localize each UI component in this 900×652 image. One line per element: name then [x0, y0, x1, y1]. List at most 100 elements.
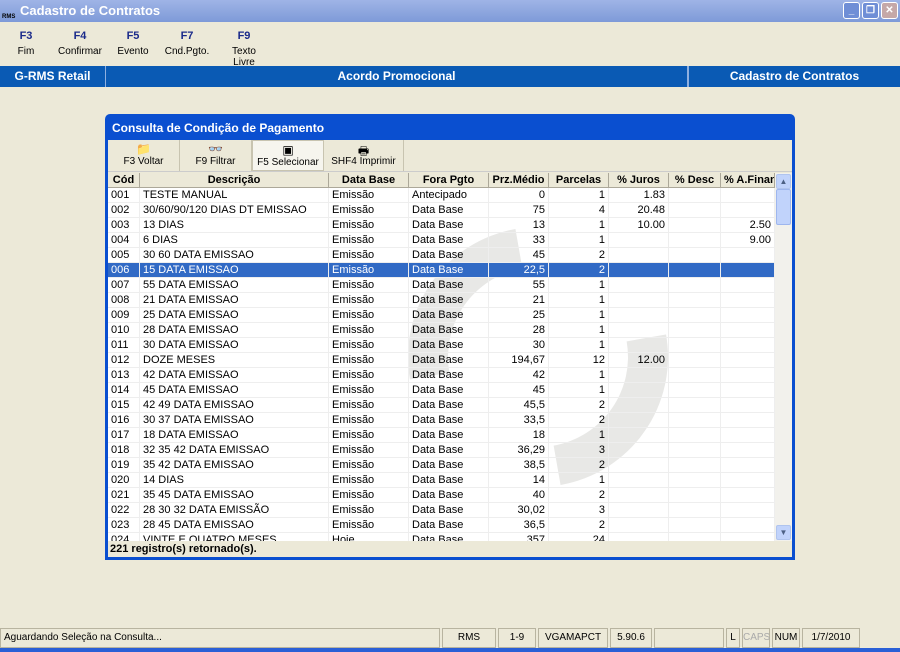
taskbar: [0, 648, 900, 652]
cell-a-finan: [721, 353, 775, 368]
column-header-parcelas[interactable]: Parcelas: [549, 173, 609, 188]
cell-prz-medio: 33,5: [489, 413, 549, 428]
table-row[interactable]: 010 28 DATA EMISSAO Emissão Data Base 28 1: [108, 323, 775, 338]
cell-parcelas: 1: [549, 428, 609, 443]
table-row[interactable]: 011 30 DATA EMISSAO Emissão Data Base 30 1: [108, 338, 775, 353]
table-row[interactable]: 019 35 42 DATA EMISSAO Emissão Data Base 38,…: [108, 458, 775, 473]
cell-parcelas: 1: [549, 368, 609, 383]
column-header-cod[interactable]: Cód: [108, 173, 140, 188]
cell-parcelas: 1: [549, 293, 609, 308]
scroll-thumb[interactable]: [776, 189, 791, 225]
cell-data-base: Emissão: [329, 188, 409, 203]
fkey-label: Cnd.Pgto.: [164, 46, 210, 57]
cell-descricao: 45 DATA EMISSAO: [140, 383, 329, 398]
cell-data-base: Emissão: [329, 338, 409, 353]
table-row[interactable]: 012 DOZE MESES Emissão Data Base 194,67 12 12.…: [108, 353, 775, 368]
column-header-data-base[interactable]: Data Base: [329, 173, 409, 188]
cell-cod: 017: [108, 428, 140, 443]
cell-fora-pgto: Data Base: [409, 473, 489, 488]
column-header-prz-medio[interactable]: Prz.Médio: [489, 173, 549, 188]
cell-descricao: 42 DATA EMISSAO: [140, 368, 329, 383]
fkey-label: Texto Livre: [232, 46, 256, 68]
cell-parcelas: 2: [549, 398, 609, 413]
fkey-cnd-pgto[interactable]: F7 Cnd.Pgto.: [158, 30, 216, 68]
cell-desc: [669, 248, 721, 263]
table-row[interactable]: 015 42 49 DATA EMISSAO Emissão Data Base 45,…: [108, 398, 775, 413]
table-row[interactable]: 020 14 DIAS Emissão Data Base 14 1: [108, 473, 775, 488]
table-row[interactable]: 014 45 DATA EMISSAO Emissão Data Base 45 1: [108, 383, 775, 398]
fkey-fim[interactable]: F3 Fim: [0, 30, 52, 68]
fkey-texto-livre[interactable]: F9 Texto Livre: [216, 30, 272, 68]
close-button[interactable]: ✕: [881, 2, 898, 19]
table-row[interactable]: 001 TESTE MANUAL Emissão Antecipado 0 1 1.83: [108, 188, 775, 203]
voltar-button[interactable]: 📁 F3 Voltar: [108, 140, 180, 171]
cell-fora-pgto: Data Base: [409, 503, 489, 518]
table-row[interactable]: 013 42 DATA EMISSAO Emissão Data Base 42 1: [108, 368, 775, 383]
filtrar-button[interactable]: 👓 F9 Filtrar: [180, 140, 252, 171]
cell-a-finan: [721, 518, 775, 533]
cell-prz-medio: 18: [489, 428, 549, 443]
column-header-descricao[interactable]: Descrição: [140, 173, 329, 188]
table-row[interactable]: 002 30/60/90/120 DIAS DT EMISSAO Emissão Da…: [108, 203, 775, 218]
context-system: G-RMS Retail: [0, 66, 106, 87]
table-row[interactable]: 016 30 37 DATA EMISSAO Emissão Data Base 33,…: [108, 413, 775, 428]
cell-fora-pgto: Data Base: [409, 233, 489, 248]
cell-juros: [609, 413, 669, 428]
column-header-juros[interactable]: % Juros: [609, 173, 669, 188]
cell-parcelas: 1: [549, 308, 609, 323]
cell-cod: 005: [108, 248, 140, 263]
table-row[interactable]: 009 25 DATA EMISSAO Emissão Data Base 25 1: [108, 308, 775, 323]
cell-descricao: 25 DATA EMISSAO: [140, 308, 329, 323]
cell-cod: 024: [108, 533, 140, 541]
column-header-a-finan[interactable]: % A.Finan: [721, 173, 775, 188]
table-row[interactable]: 018 32 35 42 DATA EMISSAO Emissão Data Base…: [108, 443, 775, 458]
cell-descricao: 55 DATA EMISSAO: [140, 278, 329, 293]
cell-cod: 012: [108, 353, 140, 368]
minimize-button[interactable]: _: [843, 2, 860, 19]
cell-desc: [669, 428, 721, 443]
cell-cod: 004: [108, 233, 140, 248]
cell-descricao: DOZE MESES: [140, 353, 329, 368]
table-row[interactable]: 024 VINTE E QUATRO MESES Hoje Data Base 357 2…: [108, 533, 775, 541]
window-title: Cadastro de Contratos: [20, 3, 161, 18]
table-row[interactable]: 017 18 DATA EMISSAO Emissão Data Base 18 1: [108, 428, 775, 443]
vertical-scrollbar[interactable]: ▲ ▼: [775, 173, 792, 541]
cell-parcelas: 1: [549, 278, 609, 293]
scroll-up-button[interactable]: ▲: [776, 174, 791, 189]
table-row[interactable]: 021 35 45 DATA EMISSAO Emissão Data Base 40 2: [108, 488, 775, 503]
results-grid[interactable]: ▲ ▼ Cód Descrição Data Base Fora Pgto Prz.Mé…: [108, 173, 792, 541]
cell-a-finan: [721, 488, 775, 503]
cell-a-finan: [721, 188, 775, 203]
cell-descricao: 35 42 DATA EMISSAO: [140, 458, 329, 473]
table-row[interactable]: 008 21 DATA EMISSAO Emissão Data Base 21 1: [108, 293, 775, 308]
table-row[interactable]: 003 13 DIAS Emissão Data Base 13 1 10.00 2.50: [108, 218, 775, 233]
cell-a-finan: [721, 323, 775, 338]
cell-desc: [669, 233, 721, 248]
selecionar-button[interactable]: ▣ F5 Selecionar: [252, 140, 324, 171]
cell-prz-medio: 36,5: [489, 518, 549, 533]
cell-juros: [609, 233, 669, 248]
cell-juros: [609, 443, 669, 458]
cell-desc: [669, 278, 721, 293]
column-header-fora-pgto[interactable]: Fora Pgto: [409, 173, 489, 188]
cell-prz-medio: 45,5: [489, 398, 549, 413]
table-row[interactable]: 022 28 30 32 DATA EMISSÃO Emissão Data Base…: [108, 503, 775, 518]
cell-cod: 015: [108, 398, 140, 413]
context-bar: G-RMS Retail Acordo Promocional Cadastro…: [0, 66, 900, 87]
table-row[interactable]: 007 55 DATA EMISSAO Emissão Data Base 55 1: [108, 278, 775, 293]
table-row[interactable]: 005 30 60 DATA EMISSAO Emissão Data Base 45 2: [108, 248, 775, 263]
column-header-desc[interactable]: % Desc: [669, 173, 721, 188]
fkey-confirmar[interactable]: F4 Confirmar: [52, 30, 108, 68]
table-row[interactable]: 004 6 DIAS Emissão Data Base 33 1 9.00: [108, 233, 775, 248]
cell-fora-pgto: Data Base: [409, 383, 489, 398]
imprimir-button[interactable]: 🖶 SHF4 Imprimir: [324, 140, 404, 171]
table-row[interactable]: 006 15 DATA EMISSAO Emissão Data Base 22,5 2: [108, 263, 775, 278]
table-row[interactable]: 023 28 45 DATA EMISSAO Emissão Data Base 36,…: [108, 518, 775, 533]
cell-parcelas: 1: [549, 338, 609, 353]
cell-fora-pgto: Data Base: [409, 518, 489, 533]
maximize-button[interactable]: ❐: [862, 2, 879, 19]
fkey-evento[interactable]: F5 Evento: [108, 30, 158, 68]
cell-data-base: Emissão: [329, 278, 409, 293]
cell-parcelas: 1: [549, 383, 609, 398]
scroll-down-button[interactable]: ▼: [776, 525, 791, 540]
